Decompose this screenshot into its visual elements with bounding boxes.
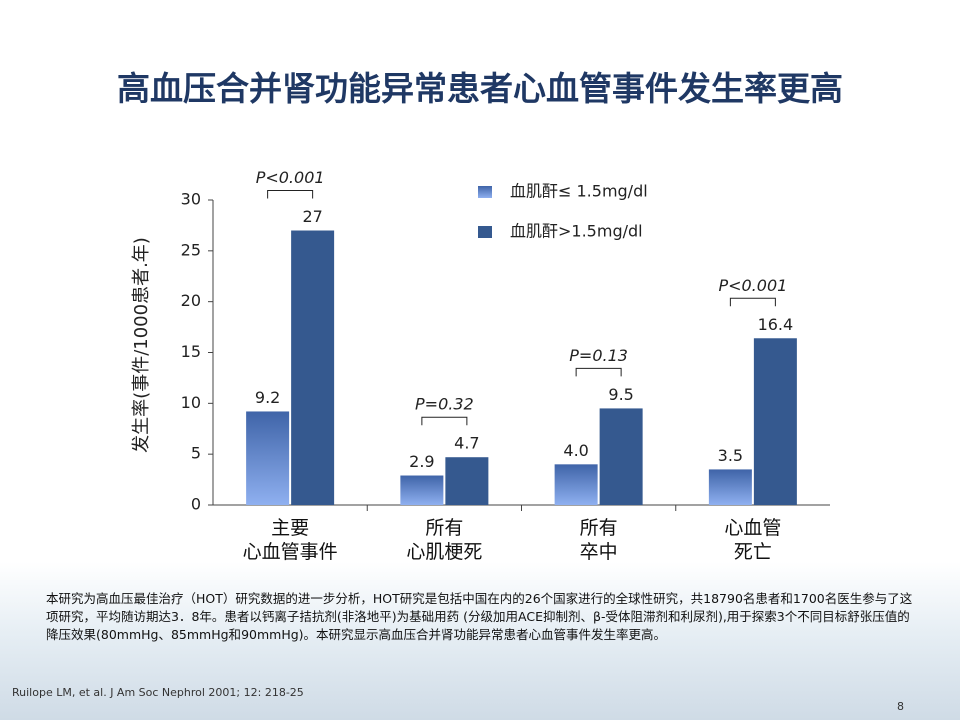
p-bracket <box>267 190 314 199</box>
footnote: 本研究为高血压最佳治疗（HOT）研究数据的进一步分析，HOT研究是包括中国在内的… <box>46 591 913 642</box>
slide-title: 高血压合并肾功能异常患者心血管事件发生率更高 <box>117 69 843 108</box>
x-tick-label: 心血管 死亡 <box>724 517 782 563</box>
y-tick-label: 15 <box>181 342 201 361</box>
y-tick-label: 25 <box>181 240 201 259</box>
p-value: P<0.001 <box>718 276 787 295</box>
bar <box>708 469 752 505</box>
y-tick-label: 0 <box>191 495 201 514</box>
p-value: P<0.001 <box>256 168 325 187</box>
y-axis-label: 发生率(事件/1000患者.年) <box>131 237 152 453</box>
value-label: 9.5 <box>608 385 633 404</box>
p-bracket <box>421 416 468 426</box>
y-tick-label: 5 <box>191 444 201 463</box>
value-label: 4.7 <box>454 434 479 453</box>
y-tick-label: 30 <box>181 190 201 209</box>
value-label: 2.9 <box>409 452 434 471</box>
legend-label: 血肌酐>1.5mg/dl <box>510 222 643 241</box>
value-label: 3.5 <box>718 446 743 465</box>
page-number: 8 <box>897 700 904 713</box>
p-value: P=0.32 <box>415 395 474 414</box>
x-tick-label: 所有 心肌梗死 <box>406 517 483 563</box>
p-bracket <box>729 297 776 307</box>
bar <box>291 230 335 505</box>
bar <box>400 475 444 505</box>
value-label: 27 <box>302 207 322 226</box>
bar <box>445 457 489 505</box>
y-tick-label: 20 <box>181 291 201 310</box>
value-label: 9.2 <box>255 388 280 407</box>
bar <box>246 411 290 505</box>
y-tick-label: 10 <box>181 393 201 412</box>
value-label: 16.4 <box>758 315 794 334</box>
legend-swatch <box>478 226 492 238</box>
p-bracket <box>575 367 622 377</box>
legend-label: 血肌酐≤ 1.5mg/dl <box>510 182 648 201</box>
value-label: 4.0 <box>563 441 588 460</box>
p-value: P=0.13 <box>569 346 628 365</box>
citation: Ruilope LM, et al. J Am Soc Nephrol 2001… <box>12 686 304 699</box>
bar <box>554 464 598 505</box>
x-tick-label: 主要 心血管事件 <box>242 517 338 563</box>
x-tick-label: 所有 卒中 <box>579 517 618 563</box>
bar <box>599 408 643 505</box>
bar <box>753 338 797 505</box>
legend-swatch <box>478 186 492 198</box>
